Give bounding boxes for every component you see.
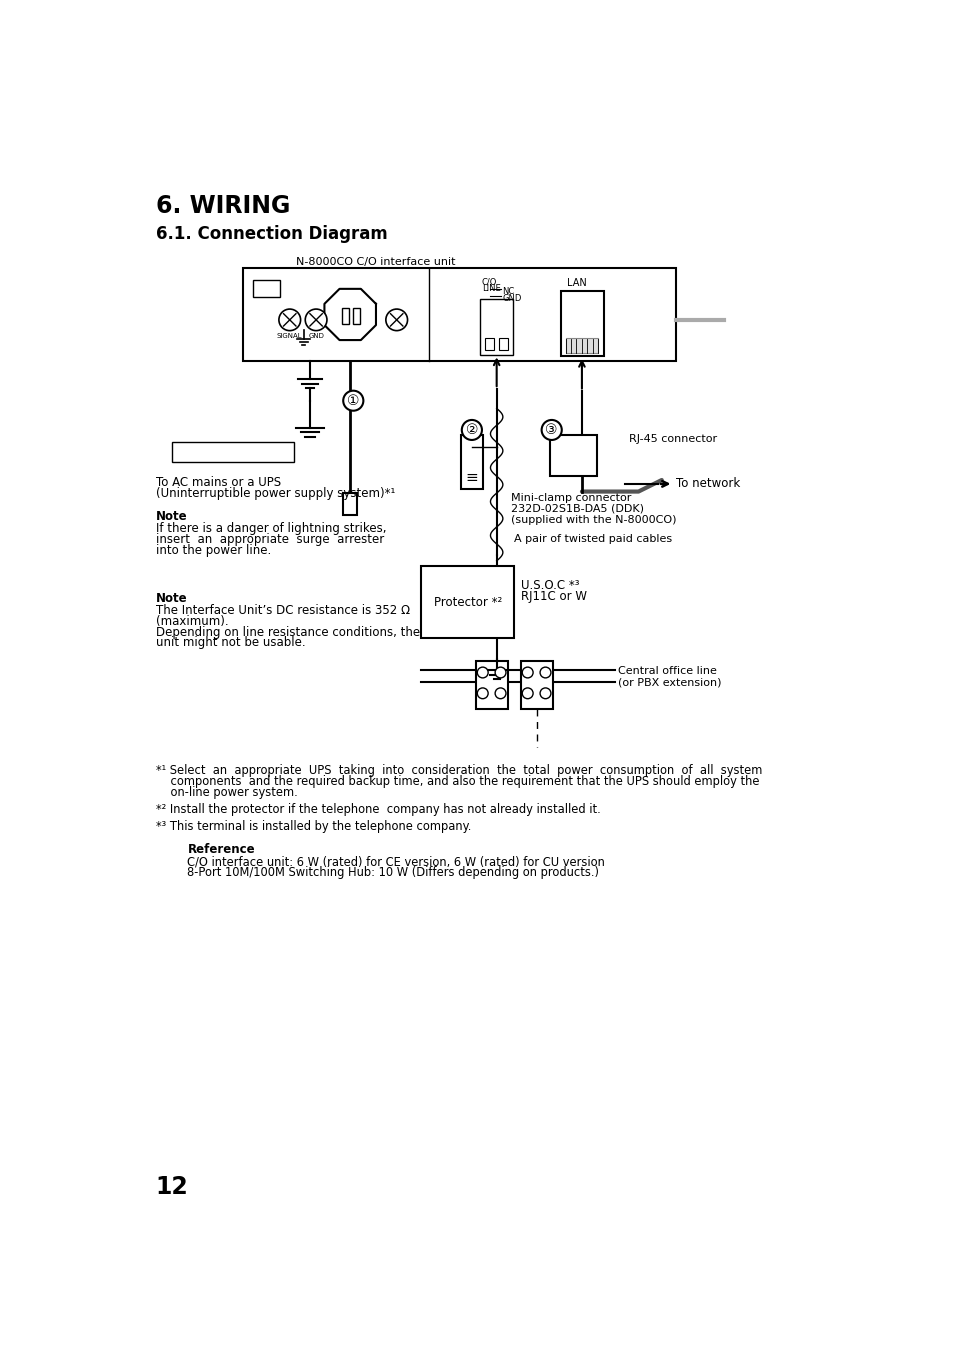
Bar bbox=[460, 435, 482, 489]
Text: Note: Note bbox=[155, 591, 187, 605]
Text: Be sure to ground.: Be sure to ground. bbox=[178, 448, 288, 462]
Bar bbox=[566, 338, 598, 352]
Text: The Interface Unit’s DC resistance is 352 Ω: The Interface Unit’s DC resistance is 35… bbox=[155, 603, 410, 617]
Text: To AC mains or a UPS: To AC mains or a UPS bbox=[155, 477, 280, 489]
Text: A pair of twisted paid cables: A pair of twisted paid cables bbox=[514, 535, 672, 544]
Circle shape bbox=[495, 688, 505, 699]
Bar bbox=[479, 300, 513, 355]
Text: (maximum).: (maximum). bbox=[155, 614, 228, 628]
Text: 6. WIRING: 6. WIRING bbox=[155, 194, 290, 219]
Circle shape bbox=[539, 667, 550, 678]
Text: To network: To network bbox=[675, 478, 740, 490]
Text: ①: ① bbox=[347, 394, 359, 408]
Bar bbox=[341, 308, 348, 324]
Text: 12: 12 bbox=[155, 1174, 189, 1199]
Text: GND: GND bbox=[501, 294, 521, 302]
Circle shape bbox=[541, 420, 561, 440]
Text: 8-Port 10M/100M Switching Hub: 10 W (Differs depending on products.): 8-Port 10M/100M Switching Hub: 10 W (Dif… bbox=[187, 865, 598, 879]
Circle shape bbox=[476, 667, 488, 678]
Circle shape bbox=[495, 667, 505, 678]
Text: 232D-02S1B-DA5 (DDK): 232D-02S1B-DA5 (DDK) bbox=[510, 504, 643, 514]
Text: 6.1. Connection Diagram: 6.1. Connection Diagram bbox=[155, 225, 387, 243]
Text: ③: ③ bbox=[545, 423, 558, 437]
Circle shape bbox=[343, 390, 363, 410]
Text: *³ This terminal is installed by the telephone company.: *³ This terminal is installed by the tel… bbox=[155, 819, 471, 833]
Bar bbox=[253, 279, 280, 297]
Bar bbox=[498, 338, 507, 350]
Text: ②: ② bbox=[465, 423, 477, 437]
Text: U.S.O.C *³: U.S.O.C *³ bbox=[520, 579, 578, 593]
Bar bbox=[421, 566, 514, 637]
Bar bbox=[560, 292, 603, 356]
Text: Mini-clamp connector: Mini-clamp connector bbox=[510, 493, 630, 504]
Circle shape bbox=[305, 309, 327, 331]
Text: Central office line: Central office line bbox=[618, 667, 717, 676]
Text: unit might not be usable.: unit might not be usable. bbox=[155, 636, 305, 649]
Text: into the power line.: into the power line. bbox=[155, 544, 271, 558]
Text: insert  an  appropriate  surge  arrester: insert an appropriate surge arrester bbox=[155, 533, 383, 547]
Text: (supplied with the N-8000CO): (supplied with the N-8000CO) bbox=[510, 514, 676, 525]
Text: Reference: Reference bbox=[187, 842, 254, 856]
Text: N-8000CO C/O interface unit: N-8000CO C/O interface unit bbox=[295, 258, 455, 267]
Circle shape bbox=[521, 667, 533, 678]
Text: on-line power system.: on-line power system. bbox=[155, 786, 297, 799]
Text: (Uninterruptible power supply system)*¹: (Uninterruptible power supply system)*¹ bbox=[155, 487, 395, 500]
Text: NC: NC bbox=[501, 286, 514, 296]
Text: If there is a danger of lightning strikes,: If there is a danger of lightning strike… bbox=[155, 522, 386, 536]
Text: components  and the required backup time, and also the requirement that the UPS : components and the required backup time,… bbox=[155, 775, 759, 788]
Bar bbox=[343, 493, 356, 514]
Text: RJ-45 connector: RJ-45 connector bbox=[629, 435, 717, 444]
Circle shape bbox=[461, 420, 481, 440]
Circle shape bbox=[539, 688, 550, 699]
Bar bbox=[476, 662, 508, 709]
Bar bbox=[243, 269, 675, 360]
Text: *¹ Select  an  appropriate  UPS  taking  into  consideration  the  total  power : *¹ Select an appropriate UPS taking into… bbox=[155, 764, 761, 778]
Circle shape bbox=[476, 688, 488, 699]
Circle shape bbox=[521, 688, 533, 699]
Bar bbox=[172, 443, 294, 462]
Text: LINE: LINE bbox=[481, 285, 500, 293]
Text: C/O interface unit: 6 W (rated) for CE version, 6 W (rated) for CU version: C/O interface unit: 6 W (rated) for CE v… bbox=[187, 855, 605, 868]
Bar bbox=[353, 308, 360, 324]
Bar bbox=[520, 662, 553, 709]
Text: GND: GND bbox=[308, 333, 324, 339]
Bar bbox=[550, 435, 597, 477]
Bar bbox=[484, 338, 493, 350]
Text: Protector *²: Protector *² bbox=[434, 595, 501, 609]
Text: SIGNAL: SIGNAL bbox=[276, 333, 302, 339]
Text: Note: Note bbox=[155, 510, 187, 522]
Text: ≡: ≡ bbox=[465, 470, 477, 485]
Text: RJ11C or W: RJ11C or W bbox=[520, 590, 586, 603]
Circle shape bbox=[278, 309, 300, 331]
Text: LAN: LAN bbox=[567, 278, 586, 288]
Circle shape bbox=[385, 309, 407, 331]
Text: *² Install the protector if the telephone  company has not already installed it.: *² Install the protector if the telephon… bbox=[155, 803, 599, 815]
Text: C/O: C/O bbox=[481, 278, 497, 286]
Text: (or PBX extension): (or PBX extension) bbox=[618, 678, 721, 687]
Text: Depending on line resistance conditions, the: Depending on line resistance conditions,… bbox=[155, 625, 419, 639]
